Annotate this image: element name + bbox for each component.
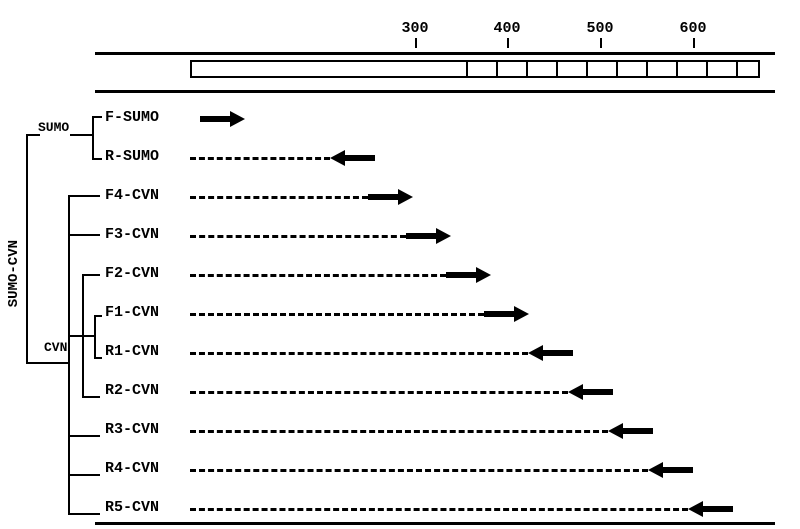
axis-tick-label: 500 bbox=[586, 20, 613, 37]
arrow-left-icon bbox=[330, 149, 375, 167]
dashed-line bbox=[190, 352, 528, 355]
primer-row: R2-CVN bbox=[0, 373, 800, 410]
dashed-line bbox=[190, 430, 608, 433]
diagram-root: 300 400 500 600 SUMO-CVN SUMO CVN bbox=[0, 0, 800, 527]
scale-seg bbox=[496, 60, 498, 78]
scale-seg bbox=[676, 60, 678, 78]
rows: F-SUMO R-SUMO F4-CVN F3-CVN F2-CVN F1-CV… bbox=[0, 100, 800, 529]
primer-label: R4-CVN bbox=[105, 460, 159, 477]
primer-row: F2-CVN bbox=[0, 256, 800, 293]
scale-seg bbox=[466, 60, 468, 78]
primer-label: F4-CVN bbox=[105, 187, 159, 204]
axis-tick-label: 600 bbox=[679, 20, 706, 37]
primer-label: R5-CVN bbox=[105, 499, 159, 516]
separator-bottom bbox=[95, 522, 775, 525]
arrow-right-icon bbox=[368, 188, 413, 206]
arrow-left-icon bbox=[568, 383, 613, 401]
axis-tick-label: 400 bbox=[493, 20, 520, 37]
primer-row: R1-CVN bbox=[0, 334, 800, 371]
arrow-right-icon bbox=[406, 227, 451, 245]
arrow-right-icon bbox=[200, 110, 245, 128]
arrow-right-icon bbox=[484, 305, 529, 323]
axis-tick bbox=[507, 38, 509, 48]
primer-label: R-SUMO bbox=[105, 148, 159, 165]
primer-label: F-SUMO bbox=[105, 109, 159, 126]
primer-label: F1-CVN bbox=[105, 304, 159, 321]
primer-row: F-SUMO bbox=[0, 100, 800, 137]
primer-label: R1-CVN bbox=[105, 343, 159, 360]
primer-row: R3-CVN bbox=[0, 412, 800, 449]
scale-seg bbox=[616, 60, 618, 78]
scale-bar bbox=[95, 60, 775, 80]
primer-row: F4-CVN bbox=[0, 178, 800, 215]
primer-label: R2-CVN bbox=[105, 382, 159, 399]
axis-tick bbox=[600, 38, 602, 48]
scale-seg bbox=[556, 60, 558, 78]
axis-baseline bbox=[95, 52, 775, 55]
dashed-line bbox=[190, 508, 688, 511]
axis-tick bbox=[693, 38, 695, 48]
dashed-line bbox=[190, 157, 330, 160]
arrow-left-icon bbox=[528, 344, 573, 362]
scale-bar-box bbox=[190, 60, 760, 78]
scale-seg bbox=[706, 60, 708, 78]
arrow-left-icon bbox=[688, 500, 733, 518]
primer-label: F2-CVN bbox=[105, 265, 159, 282]
axis-tick-label: 300 bbox=[401, 20, 428, 37]
dashed-line bbox=[190, 391, 568, 394]
arrow-left-icon bbox=[608, 422, 653, 440]
scale-seg bbox=[736, 60, 738, 78]
arrow-left-icon bbox=[648, 461, 693, 479]
dashed-line bbox=[190, 274, 446, 277]
dashed-line bbox=[190, 235, 406, 238]
dashed-line bbox=[190, 313, 484, 316]
primer-label: F3-CVN bbox=[105, 226, 159, 243]
primer-row: F1-CVN bbox=[0, 295, 800, 332]
dashed-line bbox=[190, 469, 648, 472]
primer-row: F3-CVN bbox=[0, 217, 800, 254]
scale-seg bbox=[646, 60, 648, 78]
separator-top bbox=[95, 90, 775, 93]
primer-label: R3-CVN bbox=[105, 421, 159, 438]
arrow-right-icon bbox=[446, 266, 491, 284]
scale-seg bbox=[586, 60, 588, 78]
dashed-line bbox=[190, 196, 368, 199]
primer-row: R-SUMO bbox=[0, 139, 800, 176]
scale-seg bbox=[526, 60, 528, 78]
primer-row: R4-CVN bbox=[0, 451, 800, 488]
axis-tick bbox=[415, 38, 417, 48]
